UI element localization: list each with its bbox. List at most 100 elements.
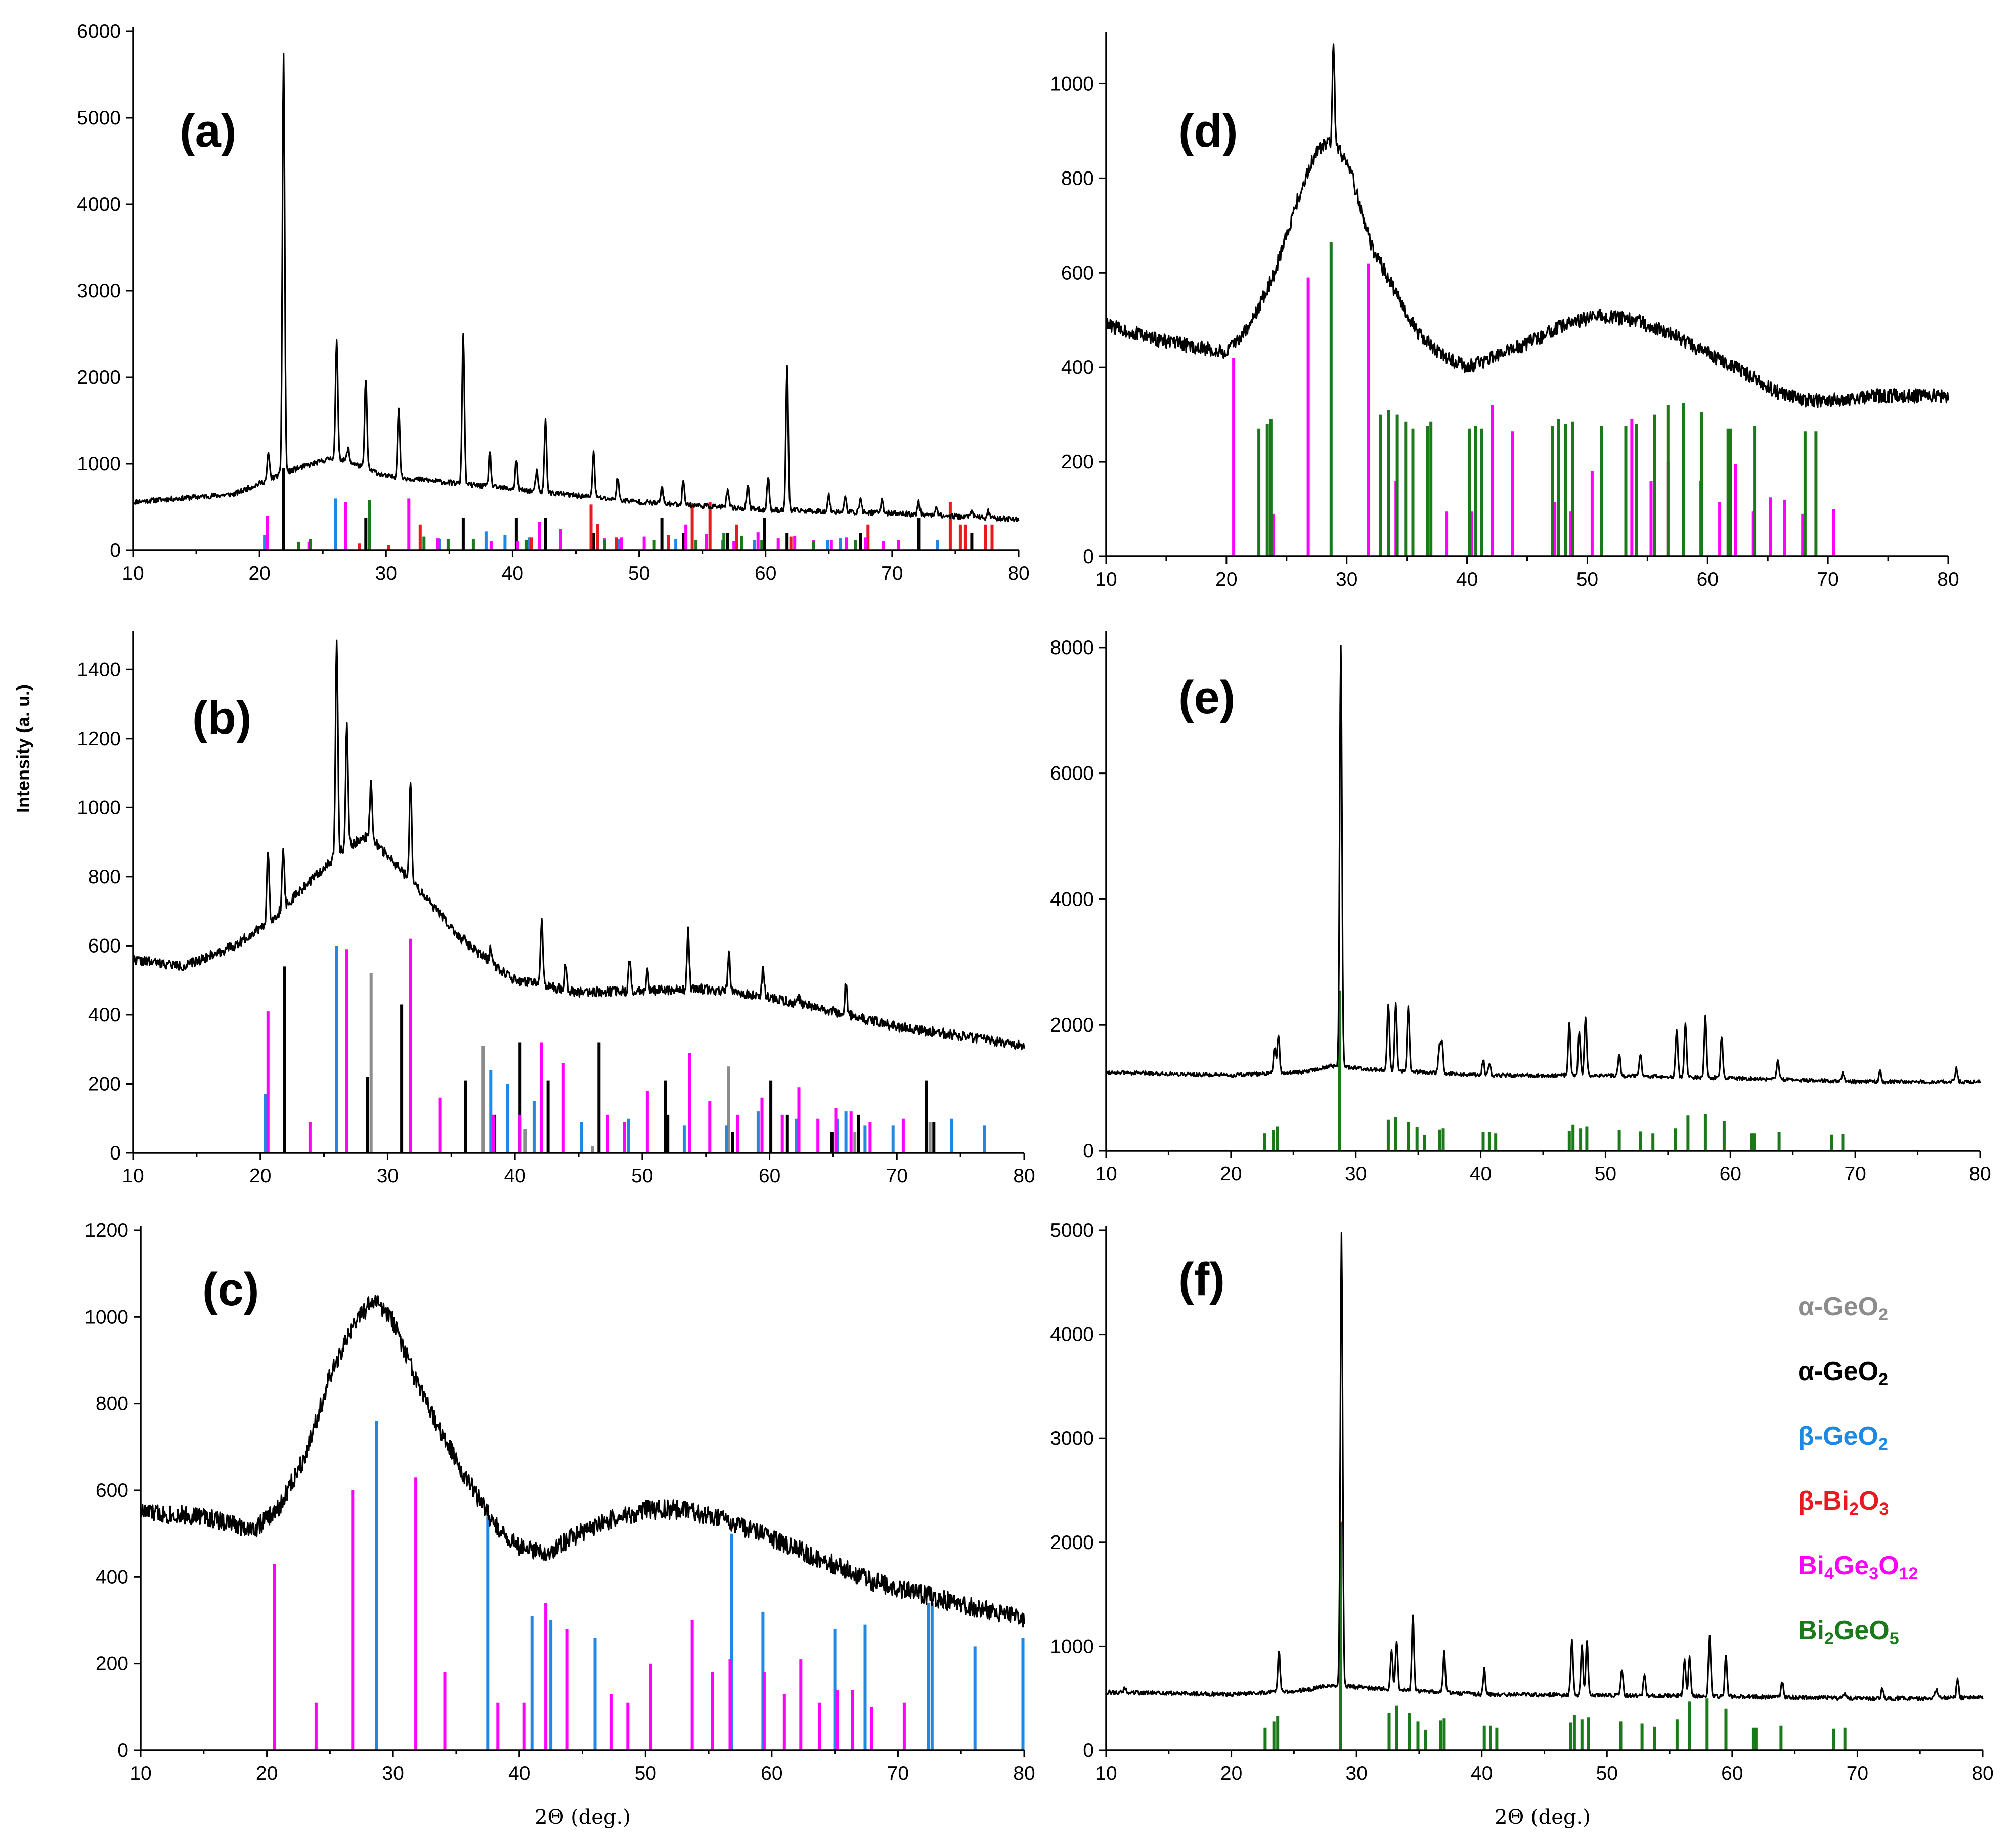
- y-tick-label: 1000: [84, 1306, 128, 1328]
- panel-label-f: (f): [1178, 1254, 1225, 1305]
- legend: α-GeO2 α-GeO2 β-GeO2 β-Bi2O3 Bi4Ge3O12 Bi2GeO…: [1798, 1292, 1918, 1648]
- y-tick-label: 600: [1061, 262, 1094, 284]
- x-tick-label: 70: [1847, 1763, 1868, 1784]
- legend-entry-b-Bi2O3: β-Bi2O3: [1798, 1486, 1889, 1519]
- y-tick-label: 1000: [77, 453, 121, 475]
- legend-entry-a-GeO2-black: α-GeO2: [1798, 1357, 1888, 1389]
- y-axis-label: Intensity (a. u.): [13, 684, 33, 813]
- x-tick-label: 20: [256, 1763, 278, 1784]
- panel-b: 10 20 30 40 50 60 70 80020040060080010001200140…: [77, 631, 1035, 1187]
- x-tick-label: 40: [502, 563, 523, 584]
- ref-series-Bi2GeO5: [1257, 242, 1818, 556]
- y-tick-label: 1400: [77, 659, 121, 680]
- xrd-pattern-a: [133, 53, 1020, 523]
- y-tick-label: 400: [88, 1004, 121, 1026]
- y-tick-label: 8000: [1050, 637, 1094, 659]
- y-tick-label: 6000: [1050, 763, 1094, 785]
- x-tick-label: 20: [249, 1165, 271, 1187]
- ref-series-Bi4Ge3O12: [266, 938, 905, 1153]
- x-tick-label: 40: [508, 1763, 530, 1784]
- panel-label-b: (b): [192, 692, 251, 744]
- panel-label-d: (d): [1178, 105, 1238, 157]
- x-tick-label: 10: [129, 1763, 151, 1784]
- x-tick-label: 60: [761, 1763, 782, 1784]
- x-tick-label: 80: [1013, 1763, 1035, 1784]
- panel-label-a: (a): [180, 105, 236, 157]
- x-tick-label: 80: [1937, 569, 1959, 590]
- x-tick-label: 10: [122, 1165, 144, 1187]
- panel-f: 10 20 30 40 50 60 70 80 0 1000 2000 3000 4000 5000 (f): [1050, 1220, 1993, 1784]
- x-tick-label: 30: [375, 563, 397, 584]
- panel-a: 10 20 30 40 50 60 70 80 0 1000 2000 3000 4000 5000 600…: [77, 21, 1029, 584]
- y-tick-label: 6000: [77, 21, 121, 42]
- x-tick-label: 50: [628, 563, 650, 584]
- y-tick-label: 0: [110, 540, 121, 562]
- x-axis-label-right: 2Θ (deg.): [1495, 1806, 1591, 1829]
- x-tick-label: 10: [122, 563, 144, 584]
- x-tick-label: 30: [1345, 1163, 1367, 1185]
- y-tick-label: 4000: [1050, 888, 1094, 910]
- legend-entry-Bi4Ge3O12: Bi4Ge3O12: [1798, 1551, 1918, 1583]
- x-tick-label: 50: [631, 1165, 653, 1187]
- x-tick-label: 40: [1456, 569, 1478, 590]
- x-tick-label: 80: [1969, 1163, 1991, 1185]
- ref-series-b_Bi2O3: [358, 502, 994, 550]
- y-tick-label: 1000: [1050, 1636, 1094, 1657]
- y-tick-label: 400: [96, 1566, 128, 1588]
- y-tick-label: 4000: [1050, 1324, 1094, 1346]
- x-tick-label: 50: [1596, 1763, 1618, 1784]
- x-tick-label: 70: [886, 1165, 908, 1187]
- y-tick-label: 0: [1083, 546, 1094, 568]
- y-tick-label: 0: [117, 1740, 128, 1762]
- x-tick-label: 20: [1215, 569, 1237, 590]
- x-tick-label: 60: [759, 1165, 780, 1187]
- legend-entry-a-GeO2-gray: α-GeO2: [1798, 1292, 1888, 1324]
- y-tick-label: 3000: [77, 280, 121, 302]
- x-tick-label: 50: [1595, 1163, 1616, 1185]
- ref-series-Bi2GeO5: [1263, 990, 1845, 1151]
- y-tick-label: 600: [96, 1480, 128, 1501]
- y-tick-label: 800: [96, 1393, 128, 1415]
- y-tick-label: 1200: [77, 728, 121, 750]
- x-tick-label: 40: [1470, 1163, 1492, 1185]
- x-tick-label: 40: [504, 1165, 525, 1187]
- y-tick-label: 2000: [1050, 1532, 1094, 1554]
- y-tick-label: 1000: [1050, 73, 1094, 95]
- panel-e: 10 20 30 40 50 60 70 80 0 2000 4000 6000 8000 (e): [1050, 631, 1991, 1185]
- panel-label-e: (e): [1178, 672, 1235, 723]
- x-axis-label-left: 2Θ (deg.): [535, 1806, 631, 1829]
- x-tick-label: 20: [1220, 1163, 1242, 1185]
- panel-label-c: (c): [202, 1264, 259, 1315]
- y-tick-label: 5000: [77, 107, 121, 129]
- y-tick-label: 200: [88, 1073, 121, 1095]
- legend-entry-Bi2GeO5: Bi2GeO5: [1798, 1616, 1899, 1648]
- y-tick-label: 800: [1061, 167, 1094, 189]
- x-tick-label: 80: [1007, 563, 1029, 584]
- y-tick-label: 5000: [1050, 1220, 1094, 1241]
- x-tick-label: 10: [1095, 1763, 1117, 1784]
- x-tick-label: 80: [1013, 1165, 1035, 1187]
- y-tick-label: 0: [110, 1142, 121, 1164]
- ref-series-Bi4Ge3O12: [1232, 263, 1835, 556]
- x-tick-label: 60: [1720, 1163, 1741, 1185]
- x-tick-label: 50: [635, 1763, 656, 1784]
- y-tick-label: 2000: [1050, 1014, 1094, 1036]
- x-tick-label: 30: [382, 1763, 404, 1784]
- x-tick-label: 20: [1220, 1763, 1242, 1784]
- ref-series-Bi2GeO5: [297, 500, 857, 550]
- ref-series-a_GeO2_black: [282, 468, 974, 550]
- y-tick-label: 1000: [77, 797, 121, 819]
- x-tick-label: 70: [1817, 569, 1838, 590]
- x-tick-label: 30: [377, 1165, 399, 1187]
- x-tick-label: 60: [755, 563, 776, 584]
- y-tick-label: 200: [1061, 451, 1094, 473]
- y-tick-label: 3000: [1050, 1428, 1094, 1449]
- xrd-pattern-b: [133, 639, 1025, 1051]
- x-tick-label: 30: [1336, 569, 1357, 590]
- x-tick-label: 70: [1844, 1163, 1866, 1185]
- xrd-pattern-c: [140, 1295, 1025, 1628]
- y-tick-label: 200: [96, 1653, 128, 1675]
